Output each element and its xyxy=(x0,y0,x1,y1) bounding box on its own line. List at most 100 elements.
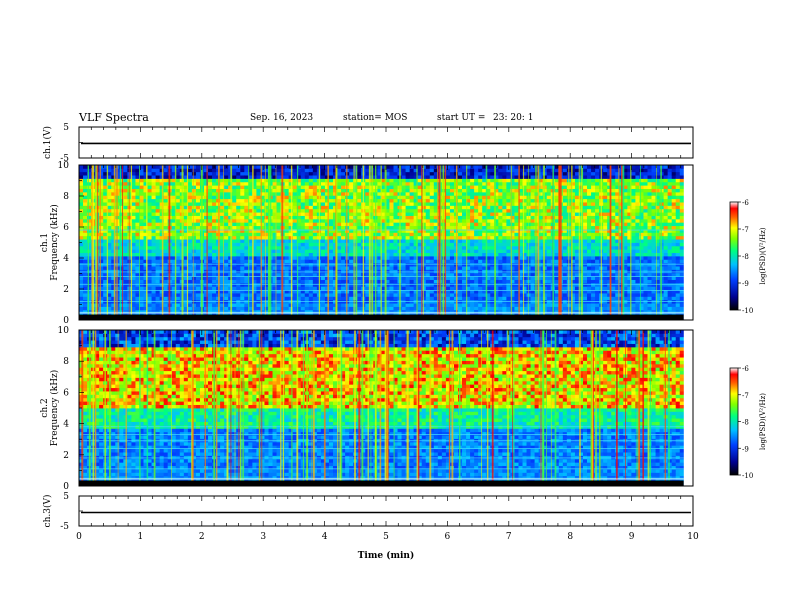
spectrogram-cell xyxy=(349,239,354,243)
spectrogram-cell xyxy=(127,212,132,216)
spectrogram-cell xyxy=(425,249,431,254)
spectrogram-cell xyxy=(445,202,451,206)
spectrogram-cell xyxy=(296,303,302,307)
spectrogram-cell xyxy=(337,195,342,200)
spectrogram-cell xyxy=(337,255,342,260)
spectrogram-cell xyxy=(486,296,491,301)
spectrogram-cell xyxy=(147,185,152,189)
spectrogram-cell xyxy=(83,276,88,280)
spectrogram-cell xyxy=(409,306,415,311)
spectrogram-cell xyxy=(490,165,495,169)
spectrogram-cell xyxy=(264,272,269,277)
spectrogram-cell xyxy=(474,225,479,230)
spectrogram-cell xyxy=(312,181,318,186)
spectrogram-cell xyxy=(401,272,406,277)
spectrogram-cell xyxy=(252,272,257,277)
spectrogram-cell xyxy=(191,272,197,277)
spectrogram-cell xyxy=(433,296,439,301)
spectrogram-cell xyxy=(212,252,217,257)
spectrogram-cell xyxy=(175,235,181,240)
spectrogram-cell xyxy=(470,279,475,284)
spectrogram-cell xyxy=(328,306,334,311)
spectrogram-cell xyxy=(99,245,104,250)
spectrogram-cell xyxy=(458,195,463,200)
spectrogram-cell xyxy=(232,309,237,314)
spectrogram-cell xyxy=(183,309,189,314)
spectrogram-cell xyxy=(417,276,423,280)
spectrogram-cell xyxy=(191,242,197,247)
spectrogram-cell xyxy=(292,239,298,243)
spectrogram-cell xyxy=(220,195,225,200)
spectrogram-cell xyxy=(425,212,431,216)
spectrogram-cell xyxy=(127,185,132,189)
spectrogram-cell xyxy=(151,171,156,176)
spectrogram-cell xyxy=(119,306,124,311)
spectrogram-cell xyxy=(87,171,92,176)
spectrogram-cell xyxy=(353,252,358,257)
spectrogram-cell xyxy=(99,282,104,287)
spectrogram-cell xyxy=(304,222,310,227)
spectrogram-cell xyxy=(498,289,503,294)
spectrogram-cell xyxy=(119,215,124,220)
spectrogram-cell xyxy=(147,266,152,270)
spectrogram-cell xyxy=(99,208,104,213)
spectrogram-cell xyxy=(220,252,225,257)
spectrogram-cell xyxy=(191,225,197,230)
spectrogram-cell xyxy=(175,181,181,186)
spectrogram-cell xyxy=(131,276,136,280)
spectrogram-cell xyxy=(300,165,306,169)
spectrogram-cell xyxy=(119,279,124,284)
spectrogram-cell xyxy=(466,165,471,169)
spectrogram-cell xyxy=(99,286,104,291)
spectrogram-cell xyxy=(413,212,419,216)
spectrogram-cell xyxy=(224,286,229,291)
spectrogram-cell xyxy=(208,202,213,206)
spectrogram-cell xyxy=(159,178,165,183)
spectrogram-cell xyxy=(99,296,104,301)
spectrogram-cell xyxy=(498,181,503,186)
spectrogram-cell xyxy=(357,188,362,193)
spectrogram-cell xyxy=(405,282,411,287)
spectrogram-cell xyxy=(304,289,310,294)
spectrogram-cell xyxy=(466,195,471,200)
spectrogram-cell xyxy=(208,165,213,169)
spectrogram-cell xyxy=(470,218,475,223)
spectrogram-cell xyxy=(224,188,229,193)
spectrogram-cell xyxy=(208,252,213,257)
spectrogram-cell xyxy=(220,212,225,216)
spectrogram-cell xyxy=(151,242,156,247)
spectrogram-cell xyxy=(123,303,128,307)
spectrogram-cell xyxy=(236,181,241,186)
spectrogram-cell xyxy=(212,185,217,189)
spectrogram-cell xyxy=(462,276,467,280)
spectrogram-cell xyxy=(494,215,499,220)
spectrogram-cell xyxy=(143,239,148,243)
spectrogram-cell xyxy=(143,181,148,186)
spectrogram-cell xyxy=(474,181,479,186)
spectrogram-cell xyxy=(175,205,181,210)
spectrogram-cell xyxy=(252,269,257,274)
spectrogram-cell xyxy=(474,276,479,280)
spectrogram-cell xyxy=(195,212,201,216)
spectrogram-cell xyxy=(139,259,144,264)
spectrogram-cell xyxy=(300,242,306,247)
spectrogram-cell xyxy=(159,225,165,230)
spectrogram-cell xyxy=(478,309,483,314)
spectrogram-cell xyxy=(429,303,435,307)
spectrogram-cell xyxy=(111,303,116,307)
spectrogram-cell xyxy=(99,175,104,179)
spectrogram-cell xyxy=(171,205,177,210)
spectrogram-cell xyxy=(296,276,302,280)
spectrogram-cell xyxy=(405,218,411,223)
spectrogram-cell xyxy=(433,252,439,257)
spectrogram-cell xyxy=(490,178,495,183)
spectrogram-cell xyxy=(337,191,342,196)
spectrogram-cell xyxy=(203,222,209,227)
spectrogram-cell xyxy=(292,185,298,189)
spectrogram-cell xyxy=(87,225,92,230)
spectrogram-cell xyxy=(490,289,495,294)
spectrogram-cell xyxy=(393,276,398,280)
spectrogram-cell xyxy=(79,218,84,223)
spectrogram-cell xyxy=(248,293,253,297)
spectrogram-cell xyxy=(99,232,104,237)
